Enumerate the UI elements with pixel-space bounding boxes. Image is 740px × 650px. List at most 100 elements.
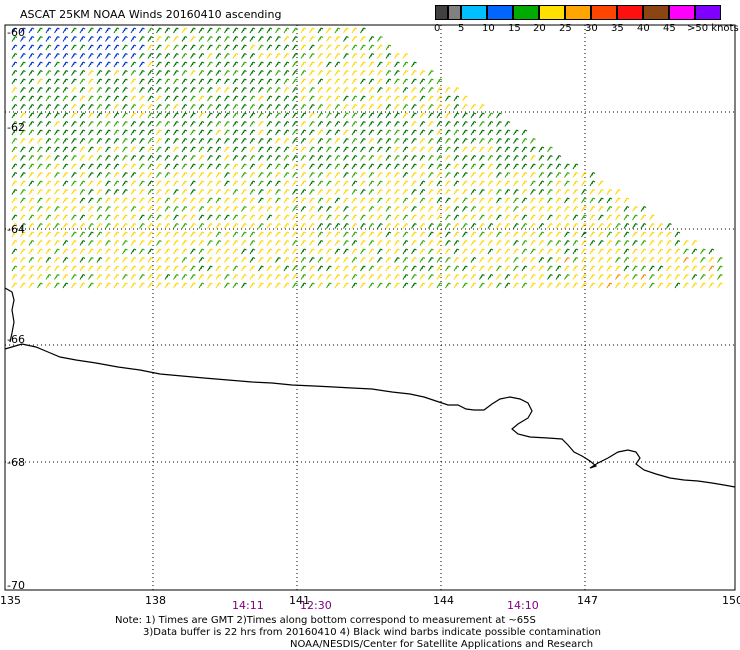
wind-barb	[360, 197, 366, 204]
wind-barb	[419, 155, 426, 161]
wind-barb	[258, 104, 264, 110]
wind-barb	[394, 231, 400, 238]
wind-barb	[258, 61, 264, 68]
wind-barb	[266, 87, 273, 93]
wind-barb	[275, 27, 281, 34]
wind-barb	[334, 95, 341, 102]
wind-barb	[45, 206, 52, 212]
wind-barb	[105, 36, 111, 42]
wind-barb	[606, 248, 613, 255]
wind-barb	[45, 112, 52, 119]
wind-barb	[479, 155, 485, 161]
wind-barb	[385, 44, 392, 51]
wind-barb	[445, 257, 451, 263]
wind-barb	[700, 248, 706, 255]
wind-barb	[317, 231, 324, 238]
wind-barb	[657, 265, 664, 272]
wind-barb	[62, 36, 69, 42]
wind-barb	[232, 95, 239, 102]
wind-barb	[377, 78, 383, 85]
wind-barb	[215, 214, 222, 221]
wind-barb	[156, 104, 162, 110]
wind-barb	[45, 265, 52, 272]
wind-barb	[198, 53, 205, 59]
wind-barb	[156, 223, 162, 229]
wind-barb	[462, 189, 468, 195]
wind-barb	[436, 95, 443, 102]
wind-barb	[164, 265, 171, 272]
wind-barb	[249, 197, 256, 204]
wind-barb	[564, 257, 570, 263]
wind-barb	[198, 27, 205, 34]
wind-barb	[130, 36, 137, 42]
wind-barb	[105, 138, 111, 144]
wind-barb	[113, 104, 120, 110]
wind-barb	[419, 282, 426, 289]
wind-barb	[385, 189, 392, 195]
wind-barb	[317, 180, 324, 187]
wind-barb	[232, 70, 239, 76]
wind-barb	[28, 163, 35, 170]
wind-barb	[292, 138, 298, 144]
wind-barb	[54, 129, 60, 136]
wind-barb	[368, 172, 375, 178]
wind-barb	[615, 257, 621, 263]
wind-barb	[241, 257, 247, 263]
wind-barb	[173, 104, 179, 110]
wind-barb	[360, 214, 366, 221]
wind-barb	[462, 121, 468, 127]
wind-barb	[351, 206, 358, 212]
wind-barb	[300, 248, 307, 255]
wind-barb	[122, 206, 128, 212]
wind-barb	[572, 163, 579, 170]
legend-swatch	[448, 5, 461, 20]
wind-barb	[190, 121, 196, 127]
wind-barb	[241, 61, 247, 68]
wind-barb	[479, 112, 485, 119]
wind-barb	[156, 172, 162, 178]
wind-barb	[241, 189, 247, 195]
wind-barb	[207, 197, 213, 204]
wind-barb	[377, 248, 383, 255]
wind-barb	[598, 248, 604, 255]
wind-barb	[360, 78, 366, 85]
wind-barb	[343, 282, 349, 289]
wind-barb	[657, 257, 664, 263]
wind-barb	[173, 70, 179, 76]
wind-barb	[368, 129, 375, 136]
wind-barb	[521, 146, 528, 153]
wind-barb	[309, 265, 315, 272]
wind-barb	[283, 27, 290, 34]
wind-barb	[487, 146, 494, 153]
wind-barb	[300, 214, 307, 221]
wind-barb	[275, 112, 281, 119]
wind-barb	[71, 104, 77, 110]
wind-barb	[45, 257, 52, 263]
wind-barb	[20, 129, 26, 136]
wind-barb	[343, 189, 349, 195]
wind-barb	[496, 112, 502, 119]
wind-barb	[640, 282, 647, 289]
wind-barb	[334, 155, 341, 161]
wind-barb	[164, 53, 171, 59]
wind-barb	[266, 104, 273, 110]
wind-barb	[173, 27, 179, 34]
wind-barb	[105, 61, 111, 68]
wind-barb	[428, 257, 434, 263]
wind-barb	[122, 265, 128, 272]
wind-barb	[402, 172, 409, 178]
wind-barb	[122, 61, 128, 68]
wind-barb	[334, 112, 341, 119]
wind-barb	[385, 146, 392, 153]
wind-barb	[96, 180, 103, 187]
wind-barb	[368, 61, 375, 68]
wind-barb	[487, 214, 494, 221]
wind-barb	[360, 146, 366, 153]
wind-barb	[436, 87, 443, 93]
wind-barb	[113, 87, 120, 93]
wind-barb	[513, 265, 519, 272]
wind-barb	[224, 265, 230, 272]
wind-barb	[343, 70, 349, 76]
wind-barb	[181, 78, 188, 85]
wind-barb	[436, 121, 443, 127]
